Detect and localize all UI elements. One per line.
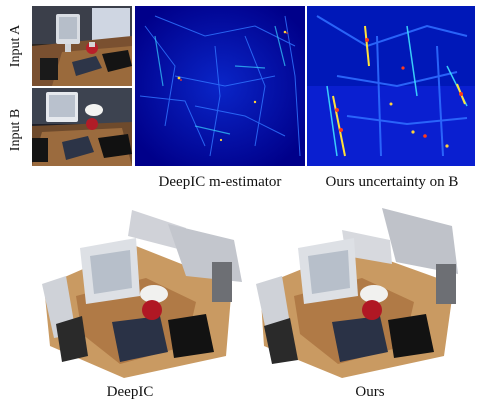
deepic-reconstruction <box>36 206 246 380</box>
row-label-input-a: Input A <box>8 24 23 68</box>
ours-uncertainty-heatmap <box>307 6 475 166</box>
caption-deepic: DeepIC <box>106 384 154 400</box>
ours-reconstruction <box>250 204 470 380</box>
caption-deepic-m-estimator: DeepIC m-estimator <box>158 174 282 190</box>
input-b-image <box>32 88 132 166</box>
caption-ours: Ours <box>355 384 385 400</box>
deepic-m-estimator-heatmap <box>135 6 305 166</box>
caption-ours-uncertainty: Ours uncertainty on B <box>325 174 459 190</box>
input-a-image <box>32 6 132 86</box>
row-label-input-b: Input B <box>8 108 23 152</box>
